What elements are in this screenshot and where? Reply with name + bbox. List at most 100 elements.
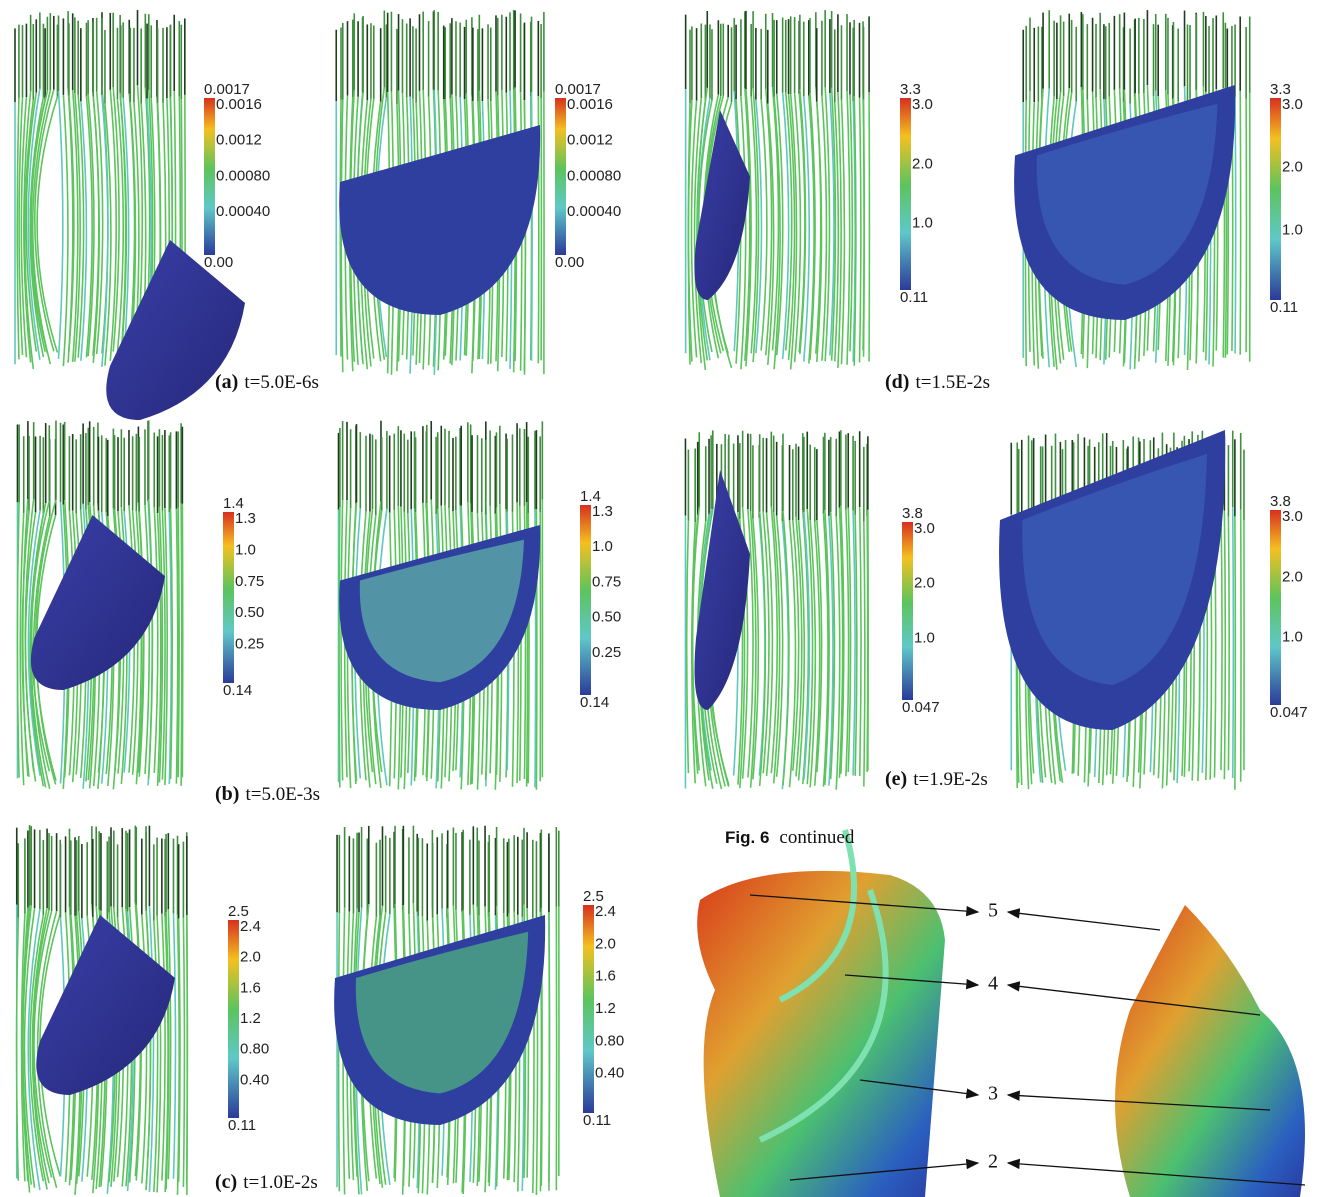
figure-caption: Fig. 6continued (725, 827, 855, 848)
streamline (339, 913, 340, 1191)
colorbar-label: 0.00 (555, 254, 584, 271)
panel-time: t=1.5E-2s (915, 372, 990, 393)
colorbar-label: 3.0 (1282, 96, 1303, 113)
colorbar-label: 3.0 (1282, 508, 1303, 525)
streamline (63, 95, 68, 366)
annotation-label: 4 (988, 973, 998, 995)
panel-caption: (e)t=1.9E-2s (885, 768, 988, 790)
panel-time: t=5.0E-3s (245, 784, 320, 805)
streamline (853, 511, 855, 776)
colorbar-label: 3.0 (914, 520, 935, 537)
colorbar-label: 0.50 (235, 604, 264, 621)
colorbar-label: 2.0 (912, 155, 933, 172)
colorbar-label: 0.75 (592, 573, 621, 590)
panel-label: (b) (215, 783, 239, 805)
colorbar-label: 0.11 (228, 1117, 256, 1134)
colorbar-label: 0.25 (592, 644, 621, 661)
streamline (1235, 97, 1236, 354)
page: 0.00170.00160.00120.000800.000400.000.00… (0, 0, 1322, 1197)
colorbar-label: 0.14 (223, 682, 252, 699)
colorbar-label: 0.50 (592, 609, 621, 626)
colorbar-label: 0.00040 (216, 203, 270, 220)
streamline (846, 510, 849, 776)
colorbar-label: 2.0 (1282, 568, 1303, 585)
colorbar-label: 0.80 (240, 1041, 269, 1058)
colorbar-label: 0.00 (204, 254, 233, 271)
colorbar-label: 0.047 (1270, 704, 1308, 721)
streamline (162, 914, 165, 1181)
colorbar-label: 0.00080 (216, 167, 270, 184)
panel-label: (d) (885, 371, 909, 393)
colorbar-label: 0.75 (235, 573, 264, 590)
streamline (795, 93, 801, 362)
colorbar-label: 0.0012 (567, 132, 613, 149)
streamline (860, 507, 861, 776)
colorbar (1270, 510, 1281, 705)
colorbar-label: 1.3 (592, 503, 613, 520)
streamline (183, 918, 184, 1187)
streamline (1221, 507, 1222, 770)
annotation-label: 5 (988, 900, 998, 922)
colorbar (228, 920, 239, 1118)
colorbar (900, 98, 911, 290)
streamline (1224, 511, 1225, 779)
panel-caption: (b) t=5.0E-3s (215, 783, 320, 805)
streamline (173, 913, 175, 1178)
streamline (836, 516, 840, 790)
panel-caption: (d) t=1.5E-2s (885, 371, 990, 393)
colorbar-label: 0.14 (580, 694, 609, 711)
valve-side (31, 515, 165, 690)
annotation-label: 3 (988, 1083, 998, 1105)
colorbar-label: 1.0 (914, 629, 935, 646)
colorbar-label: 1.0 (1282, 221, 1303, 238)
streamline (847, 91, 850, 365)
colorbar-label: 1.0 (1282, 629, 1303, 646)
figure-art (15, 10, 1305, 1197)
colorbar-label: 2.0 (240, 949, 261, 966)
colorbar-label: 1.2 (595, 1000, 616, 1017)
panel-time: t=1.0E-2s (243, 1172, 318, 1193)
valve-3d-left (697, 871, 945, 1197)
colorbar-label: 0.11 (583, 1112, 611, 1129)
colorbar-label: 0.047 (902, 699, 940, 716)
colorbar-label: 0.00080 (567, 167, 621, 184)
colorbar-label: 2.4 (595, 903, 616, 920)
streamline (748, 509, 753, 777)
streamline (154, 507, 158, 773)
colorbar (204, 98, 215, 255)
streamline (822, 96, 827, 361)
streamline (687, 521, 689, 773)
colorbar (223, 512, 234, 683)
streamline (1233, 507, 1234, 778)
colorbar-label: 0.40 (595, 1065, 624, 1082)
figure-text: continued (779, 827, 854, 848)
colorbar-label: 0.0016 (216, 96, 262, 113)
streamline (176, 509, 177, 784)
valve-3d-right (1115, 905, 1305, 1197)
streamline (59, 91, 63, 359)
colorbar (902, 522, 913, 700)
colorbar-label: 1.6 (595, 968, 616, 985)
colorbar-label: 0.0012 (216, 132, 262, 149)
streamline (864, 522, 865, 787)
colorbar-label: 0.0016 (567, 96, 613, 113)
colorbar (1270, 98, 1281, 300)
colorbar-label: 1.0 (592, 538, 613, 555)
streamline (1228, 517, 1229, 771)
colorbar (580, 505, 591, 695)
streamline (181, 503, 182, 786)
panel-caption: (c) t=1.0E-2s (215, 1171, 318, 1193)
colorbar-label: 2.4 (240, 918, 261, 935)
panel-time: t=1.9E-2s (913, 769, 988, 790)
annotation-arrow (1008, 912, 1160, 930)
colorbar (555, 98, 566, 255)
colorbar-label: 1.0 (912, 215, 933, 232)
colorbar-label: 3.0 (912, 96, 933, 113)
colorbar-label: 1.2 (240, 1010, 261, 1027)
colorbar-label: 2.0 (1282, 159, 1303, 176)
colorbar-label: 1.6 (240, 979, 261, 996)
streamline (860, 98, 861, 363)
colorbar-label: 0.25 (235, 636, 264, 653)
streamline (339, 507, 340, 787)
panel-label: (c) (215, 1171, 237, 1193)
